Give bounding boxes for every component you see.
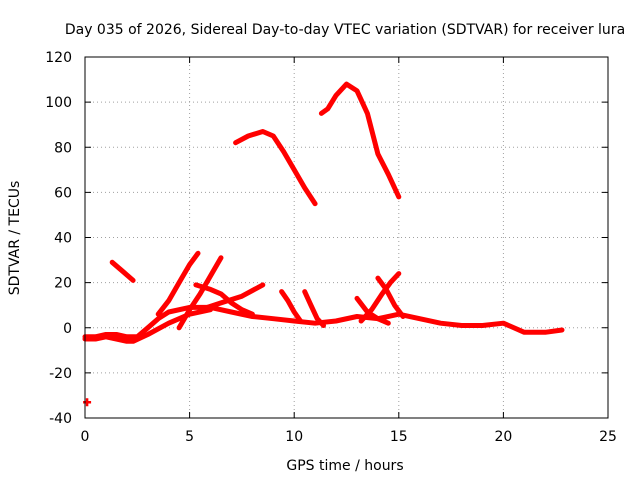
- series-segment-29: [109, 259, 136, 283]
- series-spike-15: [302, 289, 326, 328]
- axis-ticks: 0 5 10 15 20 25 -40 -20 0 20 40 60 80 100 120: [45, 50, 617, 445]
- x-tick-label: 20: [494, 429, 512, 445]
- y-tick-label: 20: [54, 276, 72, 292]
- y-tick-label: -20: [49, 366, 72, 382]
- series-hump-22: [375, 275, 406, 319]
- series-rise-31: [176, 255, 224, 331]
- series-arc-85: [233, 129, 318, 207]
- series-arc-108: [318, 81, 402, 200]
- series-rise-33: [155, 250, 201, 317]
- grid: [85, 57, 608, 418]
- y-tick-label: 40: [54, 231, 72, 247]
- series-hump-19: [193, 282, 255, 317]
- x-axis-label: GPS time / hours: [286, 458, 403, 474]
- series-lower-track: [82, 307, 213, 344]
- x-tick-label: 10: [285, 429, 303, 445]
- series-outlier: [83, 398, 92, 407]
- y-tick-label: 100: [45, 95, 72, 111]
- data-series: [82, 81, 565, 407]
- x-tick-label: 15: [390, 429, 408, 445]
- y-tick-label: 60: [54, 185, 72, 201]
- series-dip-13: [354, 295, 391, 326]
- series-rise-19: [197, 282, 266, 313]
- y-tick-label: 80: [54, 140, 72, 156]
- series-spike-17: [279, 289, 303, 324]
- x-tick-label: 0: [81, 429, 90, 445]
- y-tick-label: 120: [45, 50, 72, 66]
- x-tick-label: 25: [599, 429, 617, 445]
- chart-title: Day 035 of 2026, Sidereal Day-to-day VTE…: [65, 22, 625, 38]
- y-tick-label: 0: [63, 321, 72, 337]
- series-baseline: [82, 304, 565, 340]
- y-tick-label: -40: [49, 411, 72, 427]
- x-tick-label: 5: [185, 429, 194, 445]
- y-axis-label: SDTVAR / TECUs: [7, 181, 23, 296]
